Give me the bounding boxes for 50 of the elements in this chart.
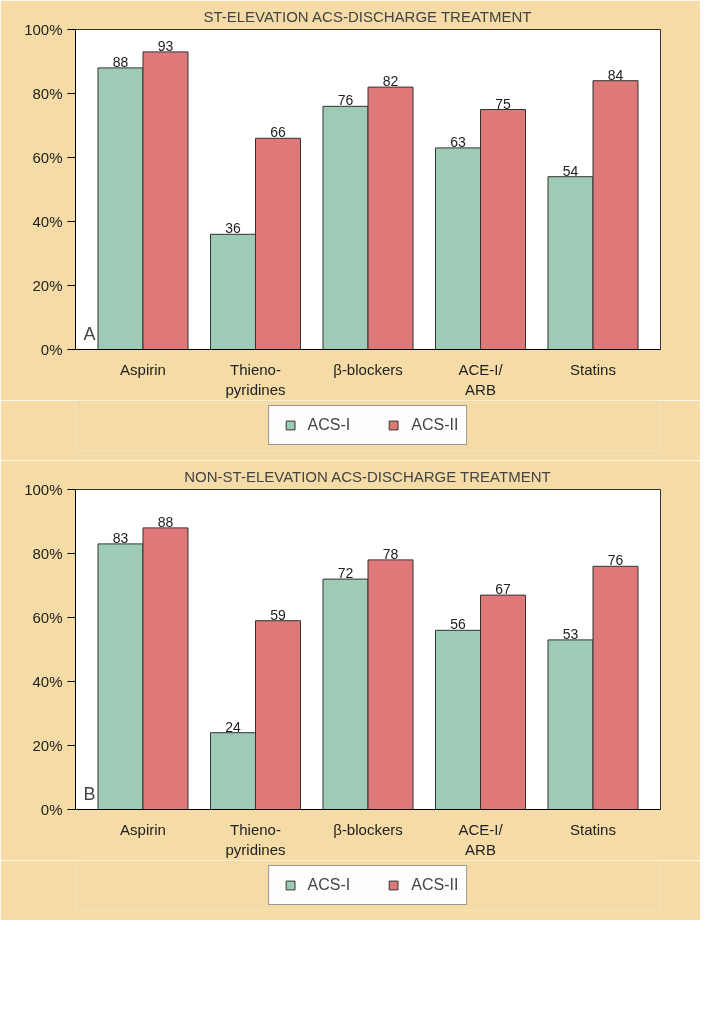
data-label: 76: [607, 552, 624, 569]
x-tick-label: Aspirin: [120, 360, 166, 378]
annotation: A: [83, 323, 96, 344]
data-label: 67: [495, 581, 511, 598]
y-tick-label: 0%: [40, 341, 63, 358]
y-tick-label: 80%: [32, 85, 63, 102]
y-tick-label: 40%: [32, 213, 63, 230]
chart-title: ST-ELEVATION ACS-DISCHARGE TREATMENT: [203, 7, 532, 25]
legend-label: ACS-I: [307, 416, 351, 434]
x-tick-label: β-blockers: [333, 360, 403, 378]
x-tick-label: ACE-I/ ARB: [458, 820, 504, 858]
chart-title: NON-ST-ELEVATION ACS-DISCHARGE TREATMENT: [184, 467, 551, 485]
data-label: 53: [562, 625, 579, 642]
data-label: 76: [337, 92, 354, 109]
y-tick-label: 60%: [32, 609, 63, 626]
data-label: 88: [112, 53, 129, 70]
data-label: 56: [450, 616, 466, 633]
data-label: 83: [112, 529, 129, 546]
y-tick-label: 80%: [32, 545, 63, 562]
y-tick-label: 60%: [32, 149, 63, 166]
y-tick-label: 20%: [32, 737, 63, 754]
x-tick-label: β-blockers: [333, 820, 403, 838]
data-label: 36: [225, 220, 241, 237]
x-tick-label: Statins: [570, 360, 616, 378]
data-label: 72: [337, 565, 354, 582]
x-tick-label: Statins: [570, 820, 616, 838]
data-label: 24: [225, 718, 241, 735]
y-tick-label: 20%: [32, 277, 63, 294]
y-tick-label: 0%: [40, 801, 63, 818]
x-tick-label: Thieno- pyridines: [225, 360, 286, 398]
x-tick-label: Aspirin: [120, 820, 166, 838]
data-label: 75: [495, 95, 511, 112]
data-label: 63: [450, 133, 466, 150]
data-label: 59: [270, 606, 286, 623]
legend-label: ACS-I: [307, 876, 351, 894]
y-tick-label: 40%: [32, 673, 63, 690]
data-label: 78: [382, 545, 399, 562]
data-label: 54: [562, 162, 579, 179]
x-tick-label: ACE-I/ ARB: [458, 360, 504, 398]
data-label: 82: [382, 73, 399, 90]
data-label: 66: [270, 124, 286, 141]
y-tick-label: 100%: [24, 21, 63, 38]
data-label: 84: [607, 66, 624, 83]
legend-label: ACS-II: [411, 876, 459, 894]
y-tick-label: 100%: [24, 481, 63, 498]
data-label: 88: [157, 513, 174, 530]
annotation: B: [83, 783, 96, 804]
x-tick-label: Thieno- pyridines: [225, 820, 286, 858]
legend-label: ACS-II: [411, 416, 459, 434]
data-label: 93: [157, 37, 174, 54]
